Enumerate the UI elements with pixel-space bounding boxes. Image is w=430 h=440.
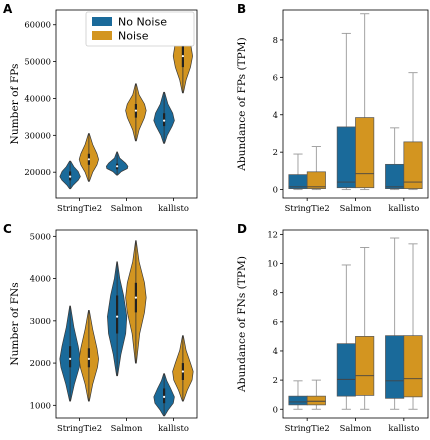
box <box>336 343 356 397</box>
box <box>403 335 423 398</box>
y-axis-label: Number of FNs <box>9 282 21 365</box>
x-tick-label: StringTie2 <box>57 423 102 433</box>
y-tick-label: 3000 <box>30 316 51 326</box>
y-tick-label: 0 <box>273 404 278 414</box>
box <box>306 171 326 189</box>
panel-letter: B <box>237 2 246 16</box>
box <box>288 395 308 406</box>
y-tick-label: 8 <box>273 288 278 298</box>
y-tick-label: 4 <box>273 346 278 356</box>
legend-label: No Noise <box>118 16 167 29</box>
y-tick-label: 1000 <box>30 400 51 410</box>
violin-median <box>134 109 137 112</box>
y-tick-label: 2000 <box>30 358 51 368</box>
panel-b: B 0 2 4 6 8 StringTie2 Salmon kallisto Abundance … <box>236 2 429 213</box>
panel-a: A 20000 30000 40000 50000 60000 StringTie2 Salm… <box>3 2 198 213</box>
box <box>355 117 375 189</box>
violin-median <box>69 175 72 178</box>
x-tick-label: kallisto <box>158 203 189 213</box>
y-tick-label: 50000 <box>24 57 51 67</box>
x-tick-label: Salmon <box>111 423 143 433</box>
x-tick-label: kallisto <box>388 203 419 213</box>
panel-letter: A <box>3 2 13 16</box>
y-axis-label: Abundance of FNs (TPM) <box>236 256 248 393</box>
box <box>385 163 405 189</box>
y-tick-label: 6 <box>273 72 278 82</box>
x-tick-label: StringTie2 <box>285 423 330 433</box>
y-tick-label: 10 <box>267 259 278 269</box>
box <box>403 141 423 189</box>
panel-letter: D <box>237 222 247 236</box>
x-tick-label: StringTie2 <box>57 203 102 213</box>
legend-swatch <box>92 31 112 40</box>
y-tick-label: 2 <box>273 375 278 385</box>
y-tick-label: 12 <box>267 229 278 239</box>
x-tick-label: kallisto <box>388 423 419 433</box>
legend-label: Noise <box>118 30 149 43</box>
violin-median <box>181 370 184 373</box>
violin-median <box>163 119 166 122</box>
legend-box <box>85 11 195 47</box>
violin-median <box>116 315 119 318</box>
y-tick-label: 40000 <box>24 93 51 103</box>
violin-median <box>181 54 184 58</box>
violin-median <box>87 357 90 360</box>
x-tick-label: kallisto <box>158 423 189 433</box>
x-tick-label: Salmon <box>340 203 372 213</box>
y-tick-label: 0 <box>273 185 278 195</box>
y-tick-label: 2 <box>273 147 278 157</box>
y-axis-label: Number of FPs <box>9 64 21 145</box>
y-tick-label: 20000 <box>24 167 51 177</box>
y-tick-label: 4000 <box>30 274 51 284</box>
legend-swatch <box>92 17 112 26</box>
panel-d: D 0 2 4 6 8 10 12 StringTie2 Salmon kallisto Abunda… <box>236 222 429 433</box>
violin-median <box>134 296 137 299</box>
violin-median <box>163 395 166 398</box>
x-tick-label: Salmon <box>340 423 372 433</box>
violin-median <box>87 158 90 161</box>
box <box>355 336 375 396</box>
y-tick-label: 30000 <box>24 130 51 140</box>
x-tick-label: Salmon <box>111 203 143 213</box>
panel-c: C 1000 2000 3000 4000 5000 StringTie2 Salmon kal… <box>3 222 198 433</box>
panel-letter: C <box>3 222 12 236</box>
box <box>385 335 405 399</box>
y-axis-label: Abundance of FPs (TPM) <box>236 37 248 172</box>
box <box>336 126 356 189</box>
violin-median <box>69 357 72 360</box>
y-tick-label: 8 <box>273 35 278 45</box>
x-tick-label: StringTie2 <box>285 203 330 213</box>
box <box>306 395 326 406</box>
y-tick-label: 4 <box>273 110 278 120</box>
y-tick-label: 5000 <box>30 231 51 241</box>
y-tick-label: 60000 <box>24 20 51 30</box>
y-tick-label: 6 <box>273 317 278 327</box>
violin-median <box>116 165 119 168</box>
